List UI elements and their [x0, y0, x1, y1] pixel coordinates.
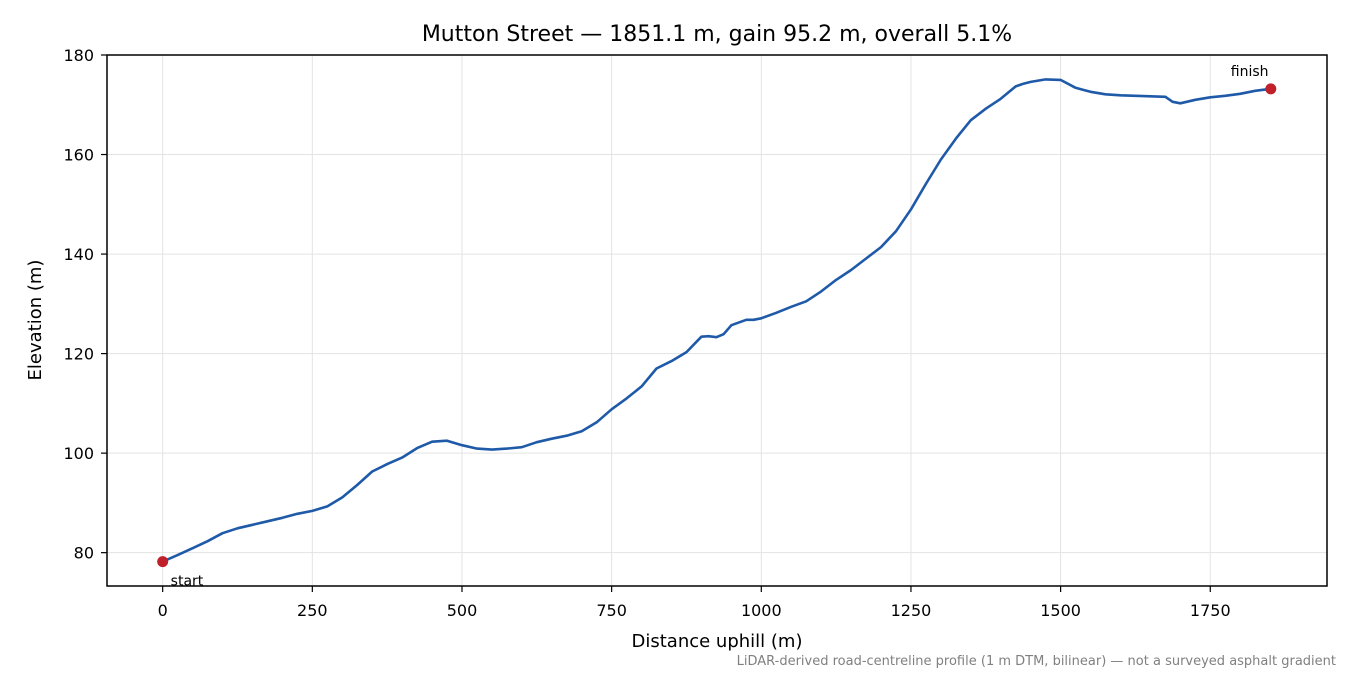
plot-frame [106, 54, 1328, 587]
y-tick-label: 160 [63, 146, 94, 165]
x-tick-label: 1500 [1040, 601, 1081, 620]
y-axis-ticks: 80 100 120 140 160 180 [63, 46, 107, 563]
x-tick-label: 1750 [1190, 601, 1231, 620]
x-tick-label: 750 [596, 601, 627, 620]
x-axis-ticks: 0 250 500 750 1000 1250 1500 1750 [158, 586, 1231, 620]
y-tick-label: 140 [63, 245, 94, 264]
y-tick-label: 180 [63, 46, 94, 65]
grid [107, 54, 1327, 586]
x-axis-label: Distance uphill (m) [632, 631, 803, 652]
endpoint-markers: start finish [157, 64, 1277, 590]
y-tick-label: 120 [63, 345, 94, 364]
plot-series [161, 78, 1273, 563]
y-tick-label: 100 [63, 444, 94, 463]
elevation-line [161, 78, 1273, 563]
x-tick-label: 0 [158, 601, 168, 620]
start-label: start [171, 574, 204, 590]
finish-marker [1265, 83, 1277, 95]
x-tick-label: 250 [297, 601, 328, 620]
chart-title: Mutton Street — 1851.1 m, gain 95.2 m, o… [422, 22, 1012, 47]
y-axis-label: Elevation (m) [25, 260, 46, 381]
x-tick-label: 1250 [891, 601, 932, 620]
x-tick-label: 500 [447, 601, 478, 620]
x-tick-label: 1000 [741, 601, 782, 620]
y-tick-label: 80 [74, 544, 94, 563]
start-marker [157, 556, 169, 568]
finish-label: finish [1231, 64, 1269, 80]
data-source-note: LiDAR-derived road-centreline profile (1… [737, 654, 1336, 669]
